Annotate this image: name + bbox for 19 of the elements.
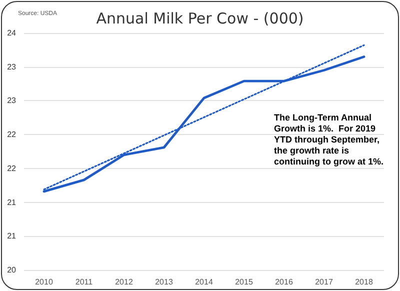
- annotation: The Long-Term Annual Growth is 1%. For 2019 YTD through September, the growth rate is continuing to grow at 1%.: [274, 112, 384, 166]
- x-tick-label: 2010: [35, 278, 54, 286]
- y-tick-label: 22: [7, 130, 17, 140]
- x-tick-label: 2012: [115, 278, 134, 286]
- x-tick-label: 2013: [155, 278, 174, 286]
- x-tick-label: 2011: [75, 278, 94, 286]
- y-tick-label: 24: [7, 28, 17, 38]
- chart-title: Annual Milk Per Cow - (000): [96, 10, 304, 28]
- x-tick-label: 2014: [195, 278, 214, 286]
- y-tick-label: 21: [7, 232, 17, 241]
- y-tick-label: 23: [7, 96, 17, 106]
- y-tick-label: 22: [7, 164, 17, 173]
- y-tick-label: 23: [7, 62, 17, 72]
- x-tick-label: 2015: [235, 278, 254, 286]
- y-tick-label: 20: [7, 266, 17, 274]
- x-tick-label: 2018: [355, 278, 374, 286]
- y-tick-label: 21: [7, 198, 17, 207]
- x-tick-label: 2016: [275, 278, 294, 286]
- x-tick-label: 2017: [315, 278, 334, 286]
